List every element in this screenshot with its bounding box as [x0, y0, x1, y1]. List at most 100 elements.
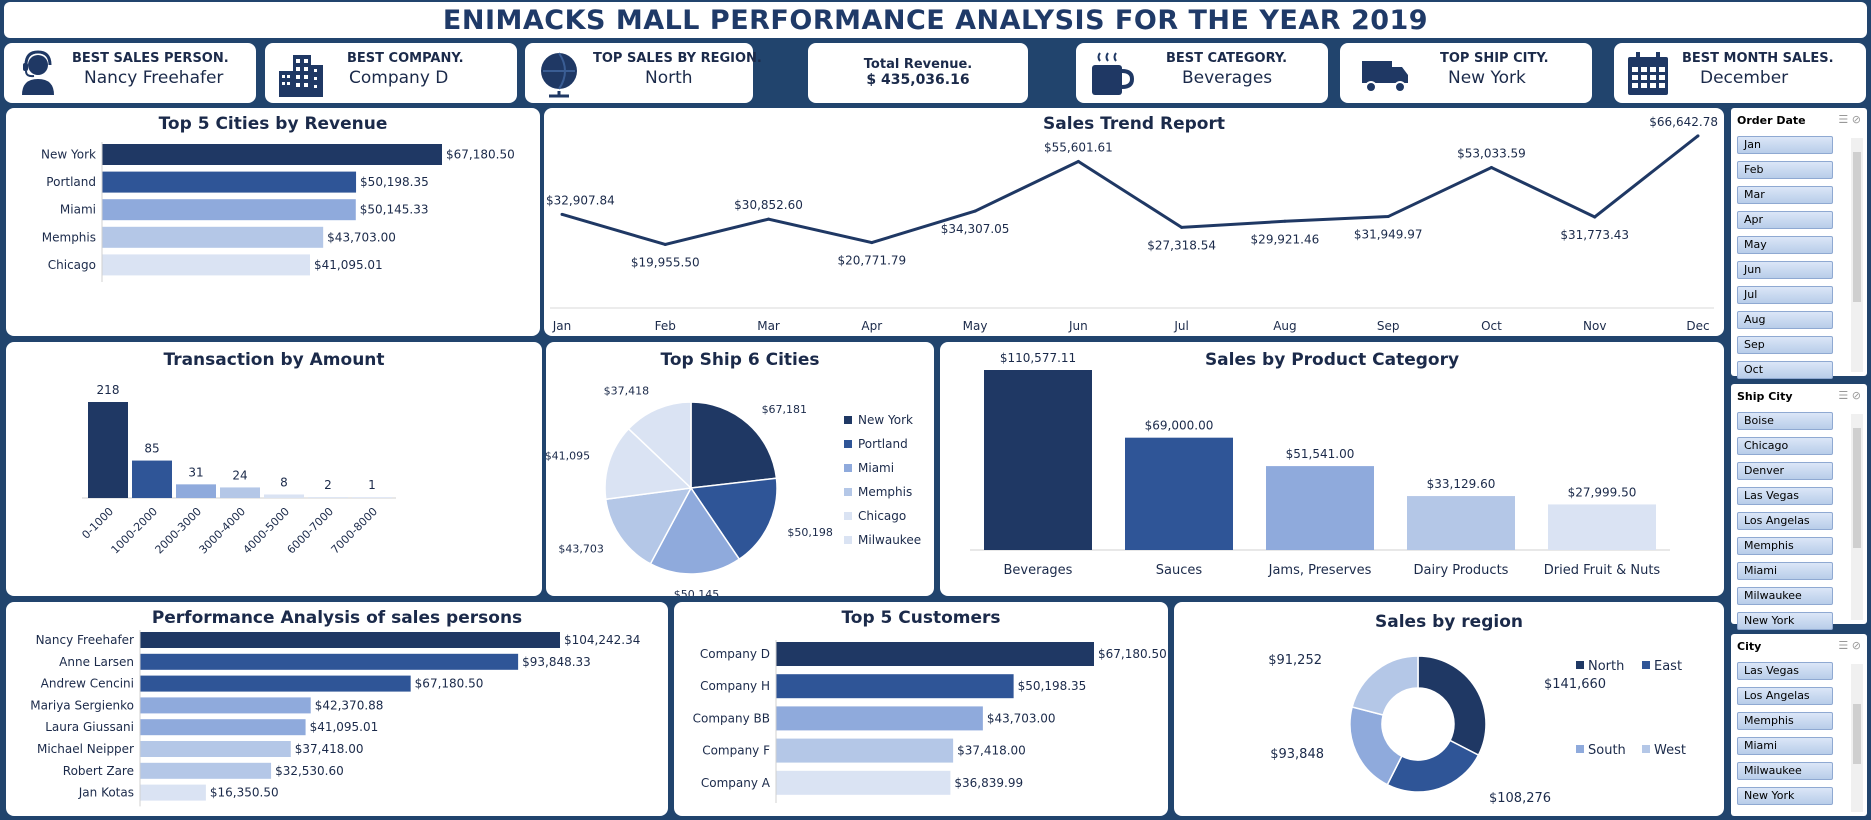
pie-slice: [690, 401, 778, 489]
category-label: Company BB: [693, 711, 770, 725]
data-label: $32,530.60: [275, 764, 344, 778]
data-label: 1: [368, 478, 376, 492]
data-label: $50,198.35: [1018, 679, 1087, 693]
chart-title: Sales Trend Report: [1043, 114, 1225, 134]
data-point: [973, 209, 977, 213]
slicer-item[interactable]: Boise: [1737, 412, 1833, 430]
slicer-item[interactable]: Las Vegas: [1737, 662, 1833, 680]
category-label: Miami: [60, 203, 96, 217]
slicer-item[interactable]: Denver: [1737, 462, 1833, 480]
data-label: $30,852.60: [734, 198, 803, 212]
dashboard-title: ENIMACKS MALL PERFORMANCE ANALYSIS FOR T…: [442, 5, 1429, 36]
legend-swatch: [844, 512, 852, 520]
legend-label: New York: [858, 413, 913, 427]
kpi-label: TOP SHIP CITY.: [1440, 51, 1549, 66]
data-label: $91,252: [1268, 653, 1322, 668]
chart-title: Transaction by Amount: [163, 350, 385, 370]
tick-label: Feb: [655, 319, 676, 333]
slicer-item[interactable]: Milwaukee: [1737, 762, 1833, 780]
legend-label: Portland: [858, 437, 908, 451]
slicer-scrollbar[interactable]: [1851, 138, 1863, 372]
slicer-item[interactable]: Sep: [1737, 336, 1833, 354]
headset-person-icon: [22, 50, 54, 95]
slicer-item[interactable]: Milwaukee: [1737, 587, 1833, 605]
series-line: [561, 134, 1699, 247]
kpi-value: Beverages: [1182, 68, 1273, 88]
tick-label: 4000-5000: [241, 505, 293, 557]
slicer-item[interactable]: Los Angelas: [1737, 687, 1833, 705]
slicer-item[interactable]: New York: [1737, 612, 1833, 630]
kpi-label: BEST SALES PERSON.: [72, 51, 229, 66]
data-label: $42,370.88: [315, 698, 384, 712]
panel-ship-cities: Top Ship 6 Cities $67,181 $50,198 $50,145 $…: [546, 342, 934, 596]
slicer-item[interactable]: Memphis: [1737, 537, 1833, 555]
top-customers-chart: Company D $67,180.50 Company H $50,198.35 Co…: [693, 640, 1167, 803]
legend-swatch: [1576, 745, 1584, 753]
data-point: [870, 241, 874, 245]
data-label: $19,955.50: [631, 255, 700, 269]
slicer-item[interactable]: Las Vegas: [1737, 487, 1833, 505]
bar: [1125, 437, 1233, 550]
slicer-filter-icons[interactable]: ☰ ⊘: [1838, 389, 1861, 402]
tick-label: Nov: [1583, 319, 1606, 333]
tick-label: 3000-4000: [197, 505, 249, 557]
category-label: Mariya Sergienko: [30, 698, 134, 712]
slicer-filter-icons[interactable]: ☰ ⊘: [1838, 639, 1861, 652]
slicer-filter-icons[interactable]: ☰ ⊘: [1838, 113, 1861, 126]
kpi-best-month: BEST MONTH SALES. December: [1614, 43, 1866, 103]
bar: [776, 738, 954, 763]
slicer-item[interactable]: Jan: [1737, 136, 1833, 154]
tick-label: Jams, Preserves: [1268, 563, 1372, 578]
slicer-item[interactable]: Apr: [1737, 211, 1833, 229]
panel-sales-persons: Performance Analysis of sales persons Na…: [6, 602, 668, 816]
bar: [140, 653, 519, 670]
data-label: $55,601.61: [1044, 141, 1113, 155]
category-label: Memphis: [42, 230, 96, 244]
slicer-item[interactable]: Miami: [1737, 562, 1833, 580]
bar: [140, 784, 206, 801]
slicer-item[interactable]: Miami: [1737, 737, 1833, 755]
slicer-item[interactable]: Oct: [1737, 361, 1833, 379]
bar: [352, 497, 392, 498]
category-label: Portland: [46, 175, 96, 189]
data-label: $36,839.99: [954, 776, 1023, 790]
tick-label: May: [963, 319, 988, 333]
kpi-total-revenue: Total Revenue. $ 435,036.16: [808, 43, 1028, 103]
category-label: Company H: [700, 679, 770, 693]
data-point: [1180, 225, 1184, 229]
slicer-item[interactable]: Los Angelas: [1737, 512, 1833, 530]
globe-icon: [541, 52, 577, 98]
data-label: $33,129.60: [1427, 477, 1496, 491]
slicer-item[interactable]: Aug: [1737, 311, 1833, 329]
legend-swatch: [844, 464, 852, 472]
bar: [140, 762, 272, 779]
tick-label: Oct: [1481, 319, 1502, 333]
slicer-item[interactable]: Jul: [1737, 286, 1833, 304]
slicer-item[interactable]: New York: [1737, 787, 1833, 805]
bar: [1407, 496, 1515, 550]
slicer-item[interactable]: Jun: [1737, 261, 1833, 279]
slicer-item[interactable]: May: [1737, 236, 1833, 254]
data-point: [1489, 165, 1493, 169]
bar: [102, 171, 357, 193]
slicer-scrollbar[interactable]: [1851, 664, 1863, 812]
chart-title: Top 5 Customers: [841, 608, 1001, 628]
legend-label: North: [1588, 659, 1624, 674]
category-label: Robert Zare: [63, 764, 134, 778]
slicer-item[interactable]: Memphis: [1737, 712, 1833, 730]
slicer-item[interactable]: Chicago: [1737, 437, 1833, 455]
category-label: Laura Giussani: [45, 720, 134, 734]
kpi-value: $ 435,036.16: [866, 72, 970, 88]
slicer-item[interactable]: Feb: [1737, 161, 1833, 179]
data-label: $37,418.00: [957, 744, 1026, 758]
data-label: $41,095.01: [310, 720, 379, 734]
data-point: [1696, 134, 1700, 138]
bar: [140, 632, 560, 648]
slicer-item[interactable]: Mar: [1737, 186, 1833, 204]
tick-label: Dec: [1686, 319, 1709, 333]
data-label: 85: [144, 442, 159, 456]
bar: [776, 674, 1014, 699]
bar: [220, 487, 260, 498]
slicer-scrollbar[interactable]: [1851, 414, 1863, 620]
category-label: Michael Neipper: [37, 742, 134, 756]
